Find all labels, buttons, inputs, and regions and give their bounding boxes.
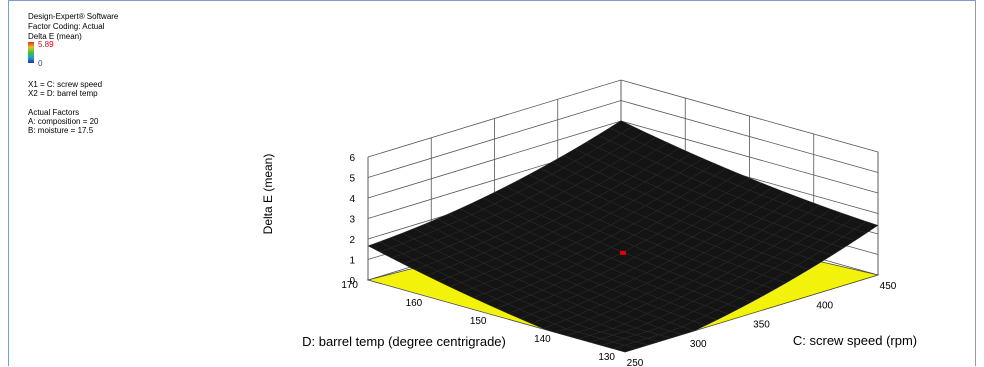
x1-definition: X1 = C: screw speed xyxy=(28,80,103,89)
legend-high-value: 5.89 xyxy=(38,40,54,49)
z-tick-label: 2 xyxy=(349,235,355,246)
y-axis-title: D: barrel temp (degree centrigrade) xyxy=(302,334,506,349)
response-label: Delta E (mean) xyxy=(28,32,82,41)
z-tick-label: 0 xyxy=(349,276,355,287)
z-tick-label: 6 xyxy=(349,153,355,164)
z-tick-label: 3 xyxy=(349,215,355,226)
design-point xyxy=(620,250,626,255)
y-tick-label: 140 xyxy=(534,334,551,345)
factor-a-value: A: composition = 20 xyxy=(28,117,99,126)
x-tick-label: 250 xyxy=(627,358,644,367)
x-tick-label: 350 xyxy=(753,320,770,331)
x-tick-label: 400 xyxy=(816,300,833,311)
surface-facet xyxy=(854,221,879,234)
z-tick-label: 1 xyxy=(349,256,355,267)
z-tick-label: 4 xyxy=(349,194,355,205)
y-tick-label: 170 xyxy=(341,280,358,291)
x-tick-label: 300 xyxy=(690,339,707,350)
actual-factors-title: Actual Factors xyxy=(28,108,80,117)
factor-coding-label: Factor Coding: Actual xyxy=(28,22,105,31)
y-tick-label: 150 xyxy=(470,316,487,327)
x-tick-label: 450 xyxy=(880,281,897,292)
x-axis-title: C: screw speed (rpm) xyxy=(793,333,917,348)
legend-low-value: 0 xyxy=(38,59,43,68)
color-legend-bar xyxy=(28,42,34,63)
z-axis-title: Delta E (mean) xyxy=(261,154,275,235)
x2-definition: X2 = D: barrel temp xyxy=(28,89,98,98)
y-tick-label: 160 xyxy=(406,298,423,309)
plot-frame xyxy=(8,0,976,366)
y-tick-label: 130 xyxy=(598,352,615,363)
software-label: Design-Expert® Software xyxy=(28,12,119,21)
z-tick-label: 5 xyxy=(349,174,355,185)
factor-b-value: B: moisture = 17.5 xyxy=(28,126,94,135)
